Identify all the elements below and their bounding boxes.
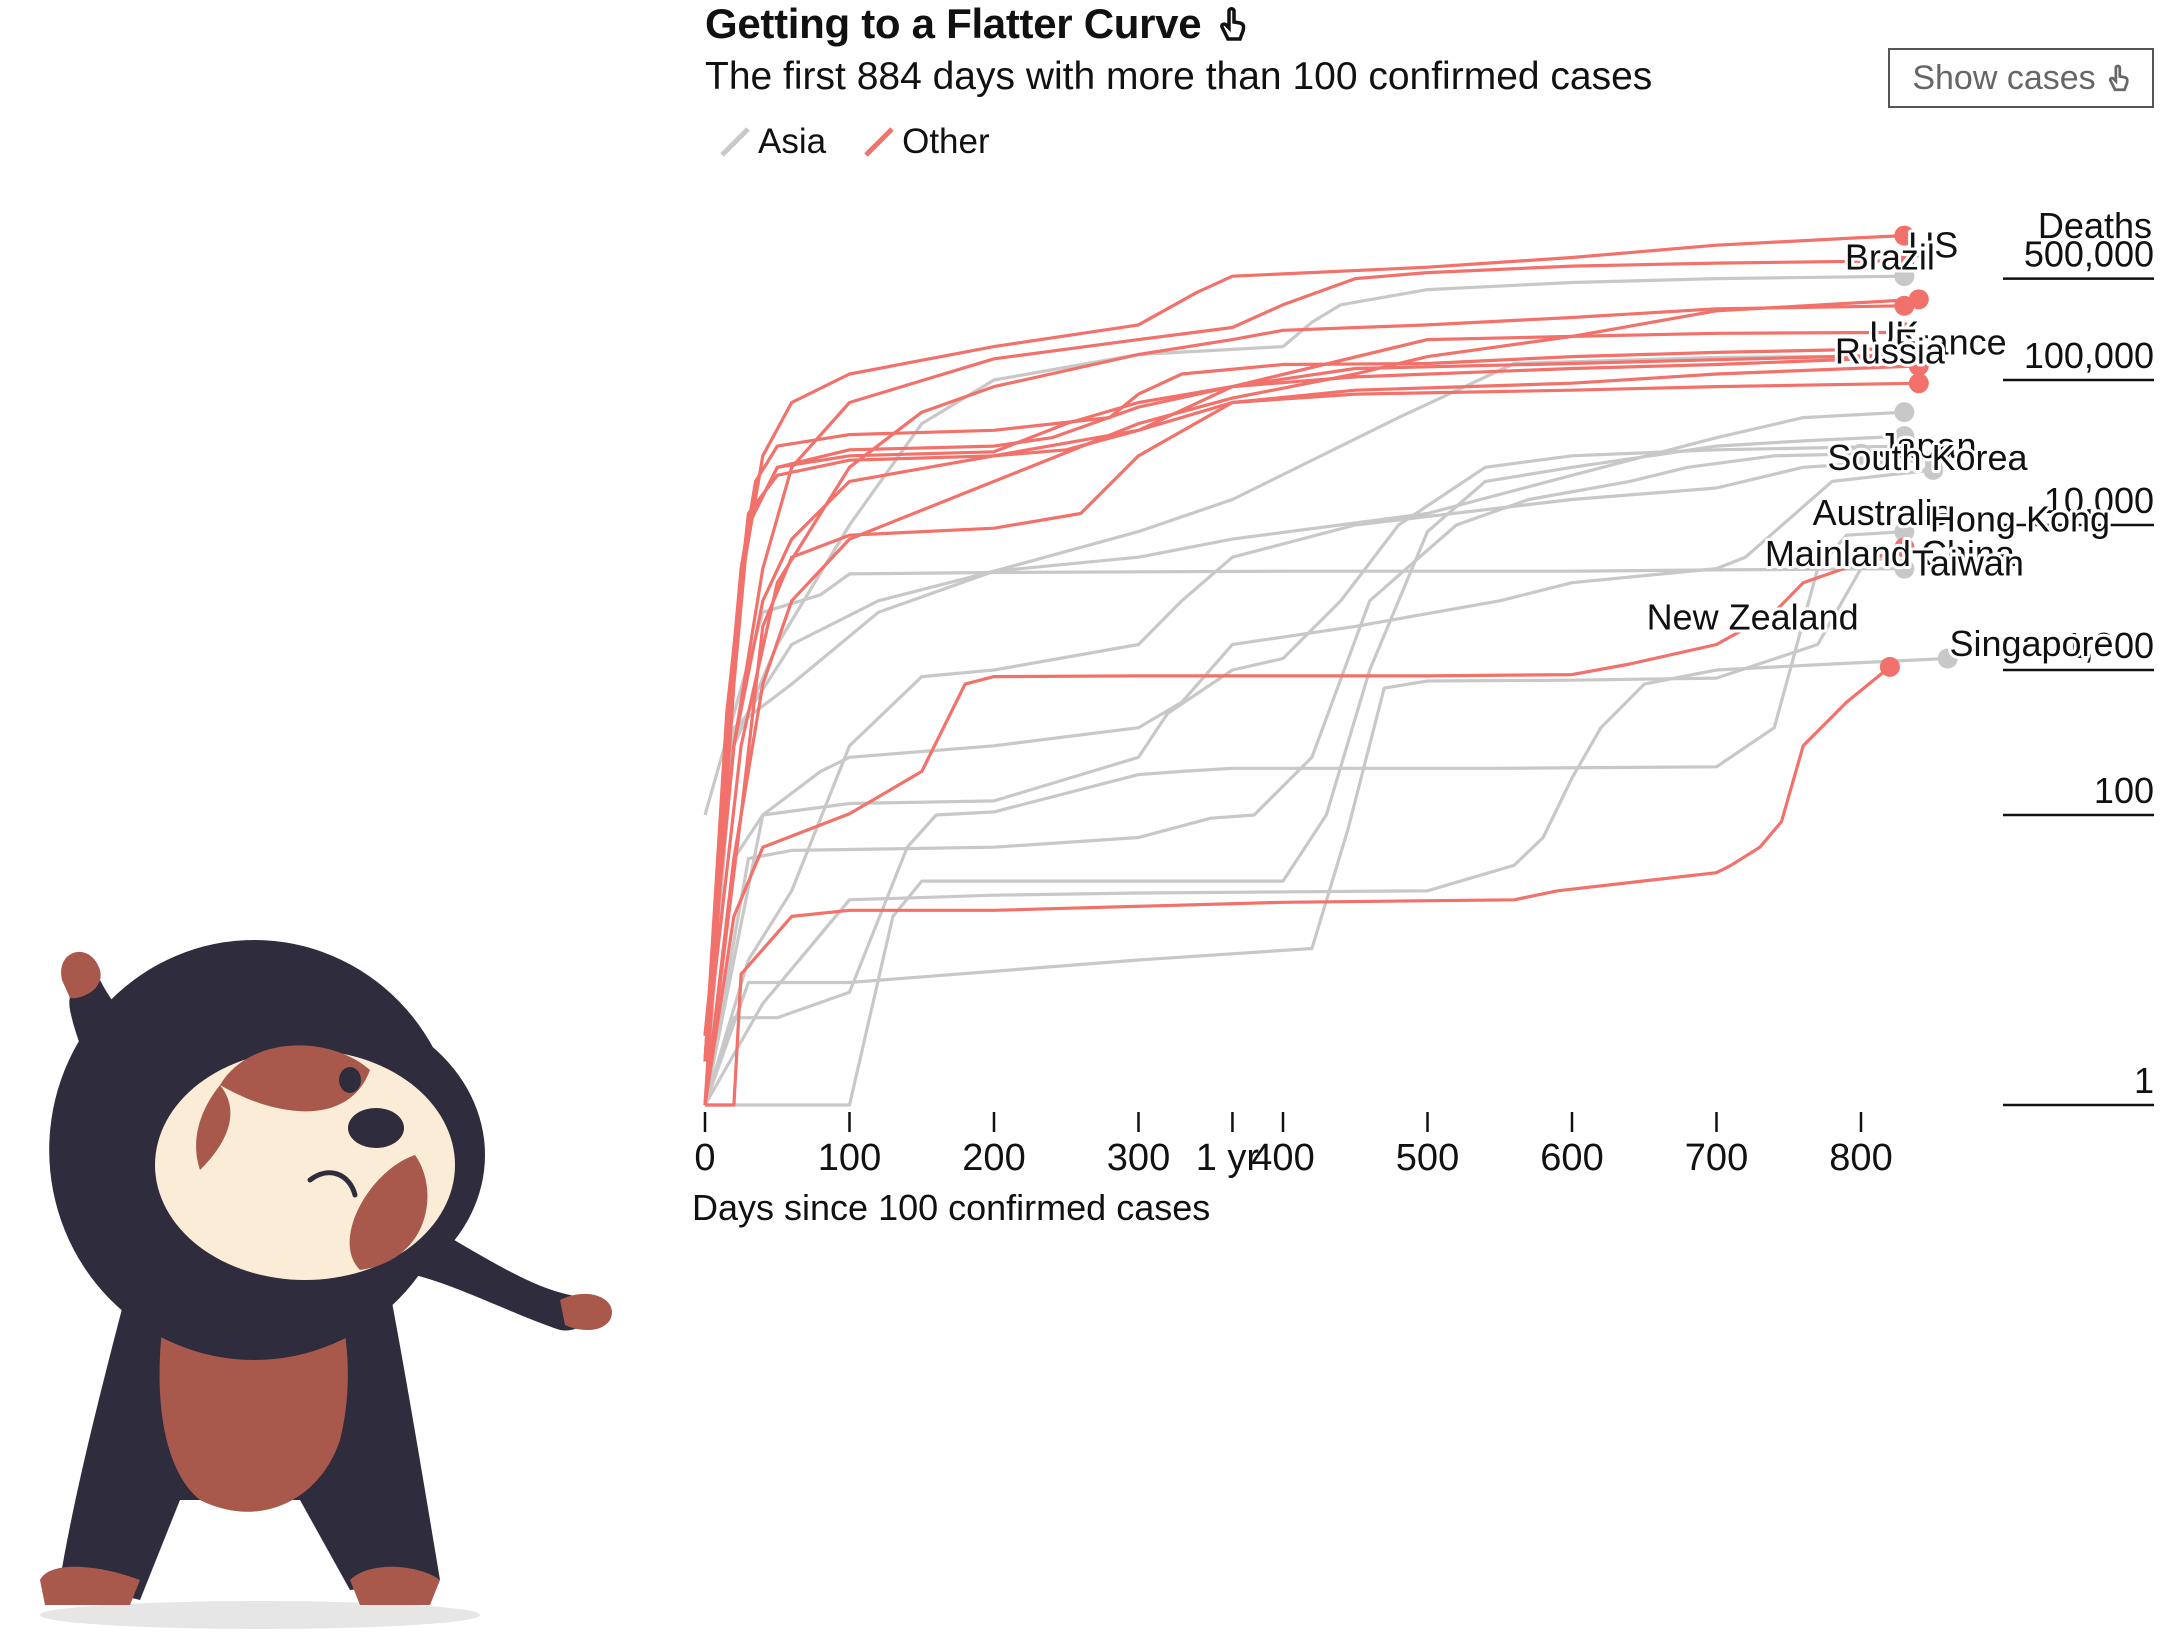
sloth-mascot (0, 940, 650, 1635)
series-end-point (1894, 436, 1915, 457)
x-tick-label: 300 (1107, 1137, 1170, 1179)
series-lines (703, 225, 1958, 1107)
series-line-brazil (703, 259, 1905, 1036)
series-end-point (1894, 322, 1915, 343)
series-line-germany (703, 364, 1919, 1106)
country-label-singapore: Singapore (1949, 623, 2113, 664)
y-axis-label: Deaths (2038, 205, 2152, 246)
y-axis: 1 100 1,000 10,000 100,000 500,000 (2003, 234, 2154, 1107)
series-end-point (1937, 648, 1958, 669)
country-label-taiwan: Taiwan (1912, 542, 2024, 583)
x-tick-label: 0 (694, 1137, 715, 1179)
slash-line-icon (720, 127, 750, 157)
series-end-point (1851, 443, 1871, 464)
chart-title-text: Getting to a Flatter Curve (705, 0, 1202, 47)
country-label-france: France (1895, 321, 2007, 362)
series-line-australia (703, 545, 1905, 1106)
y-tick-label: 100,000 (2024, 335, 2154, 376)
series-end-point (1894, 521, 1915, 542)
series-line-india (703, 274, 1905, 1062)
series-line-spain (703, 381, 1919, 1062)
y-tick-label: 1 (2134, 1060, 2154, 1101)
slash-line-icon (864, 127, 894, 157)
country-label-brazil: Brazil (1845, 236, 1935, 277)
y-tick-label: 1,000 (2064, 625, 2154, 666)
series-line-russia (703, 297, 1919, 1106)
legend-item-asia: Asia (718, 122, 826, 162)
series-line-mexico (703, 304, 1905, 1062)
country-label-mainland-china: Mainland China (1765, 533, 2016, 574)
series-end-point (1894, 402, 1915, 423)
y-tick-label: 500,000 (2024, 234, 2154, 275)
series-line-malaysia (703, 444, 1905, 1106)
series-end-point (1894, 266, 1915, 287)
series-line-hong-kong (703, 530, 1905, 1106)
series-line-peru (703, 330, 1905, 1036)
x-tick-label: 200 (962, 1137, 1025, 1179)
series-line-philippines (703, 410, 1905, 1106)
chart-legend: Asia Other (718, 122, 990, 162)
country-label-uk: UK (1869, 314, 1919, 355)
x-annotation-label: 1 yr (1196, 1137, 1260, 1179)
country-label-japan: Japan (1878, 425, 1976, 466)
series-line-thailand (703, 452, 1862, 1106)
x-axis: 0 100 200 300 400 500 600 700 800 1 yr (694, 1112, 1893, 1179)
show-cases-label: Show cases (1912, 58, 2096, 97)
chart-subtitle: The first 884 days with more than 100 co… (705, 55, 1653, 98)
country-label-russia: Russia (1835, 330, 1946, 371)
series-line-france (703, 355, 1919, 1106)
series-end-point (1879, 656, 1900, 677)
y-tick-label: 10,000 (2044, 480, 2154, 521)
legend-item-other: Other (862, 122, 990, 162)
series-line-vietnam (705, 434, 1905, 1107)
x-tick-label: 700 (1685, 1137, 1748, 1179)
series-line-new-zealand (705, 665, 1891, 1107)
country-label-hong-kong: Hong Kong (1930, 499, 2110, 540)
x-tick-label: 400 (1251, 1137, 1314, 1179)
series-end-point (1894, 537, 1915, 558)
chart-title: Getting to a Flatter Curve (705, 0, 1247, 51)
series-line-taiwan (703, 546, 1906, 1106)
country-label-south-korea: South Korea (1827, 437, 2028, 478)
country-label-new-zealand: New Zealand (1647, 597, 1859, 638)
country-label-australia: Australia (1813, 492, 1954, 533)
legend-label-other: Other (902, 122, 990, 161)
series-end-point (1908, 355, 1929, 376)
show-cases-button[interactable]: Show cases (1888, 48, 2154, 108)
series-line-indonesia (703, 354, 1905, 1106)
touch-hand-icon (2108, 64, 2129, 92)
touch-hand-icon[interactable] (1219, 3, 1247, 51)
series-end-point (1894, 558, 1915, 579)
series-end-point (1908, 373, 1929, 394)
x-tick-label: 100 (818, 1137, 881, 1179)
series-line-japan (703, 458, 1934, 1106)
series-line-singapore (703, 656, 1948, 1106)
series-end-point (1894, 250, 1915, 271)
x-tick-label: 800 (1829, 1137, 1892, 1179)
series-end-point (1894, 225, 1915, 246)
x-tick-label: 500 (1396, 1137, 1459, 1179)
x-axis-label: Days since 100 confirmed cases (692, 1187, 1210, 1228)
legend-label-asia: Asia (758, 122, 827, 161)
y-tick-label: 100 (2094, 770, 2154, 811)
series-end-point (1923, 459, 1944, 480)
x-tick-label: 600 (1540, 1137, 1603, 1179)
country-label-us: US (1908, 224, 1958, 265)
series-end-point (1908, 289, 1929, 310)
series-line-south-korea (703, 468, 1934, 1106)
